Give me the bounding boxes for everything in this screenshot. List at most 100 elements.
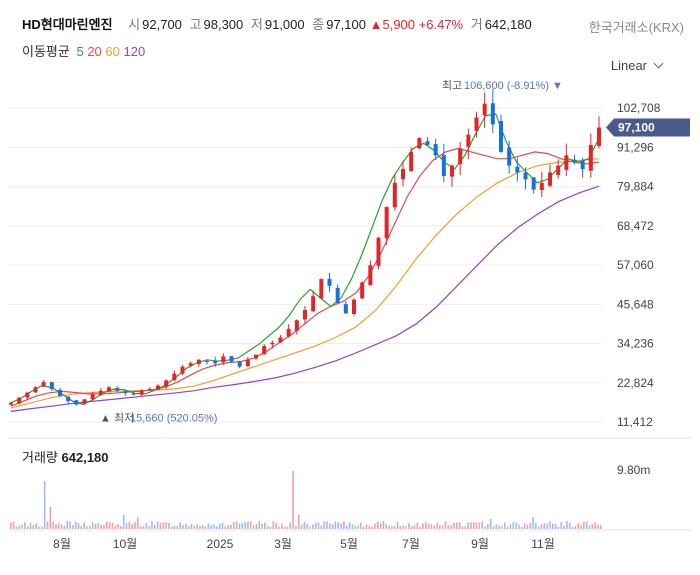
volume-bar (159, 522, 162, 529)
volume-bar (416, 522, 419, 529)
volume-bar (168, 522, 170, 529)
volume-bar (281, 523, 283, 529)
volume-bar (523, 523, 526, 529)
volume-bar (402, 525, 404, 529)
volume-bar (306, 523, 309, 529)
volume-bar (368, 526, 371, 529)
x-tick-label: 7월 (402, 537, 420, 551)
change-pct: +6.47% (418, 17, 464, 32)
volume-bar (97, 522, 100, 529)
quote-header: HD현대마린엔진 시 92,700 고 98,300 저 91,000 종 97,100… (22, 14, 532, 33)
volume-bar (588, 525, 591, 529)
candle-body (9, 402, 13, 405)
volume-bar (297, 515, 300, 529)
volume-bar (224, 526, 227, 529)
volume-bar (374, 523, 376, 529)
x-tick-label: 10월 (113, 537, 137, 551)
volume-bar (495, 524, 498, 529)
volume-bar (199, 525, 201, 529)
volume-bar (441, 525, 444, 529)
volume-bar (69, 521, 71, 529)
volume-bar (111, 522, 114, 529)
volume-bar (504, 522, 506, 529)
volume-bar (114, 525, 117, 529)
low-annotation-label: ▲ 최저 (100, 411, 134, 424)
volume-bar (328, 523, 331, 529)
volume-bar (213, 524, 215, 529)
volume-bar (408, 523, 410, 529)
volume-bar (354, 525, 357, 529)
candle-body (115, 388, 120, 391)
y-tick-label: 57,060 (617, 258, 654, 272)
candle-body (548, 172, 552, 186)
ma120-path (10, 185, 600, 412)
candle-body (205, 360, 209, 362)
scale-label: Linear (610, 58, 647, 73)
candle-body (221, 356, 226, 363)
volume-bar (57, 523, 60, 529)
candle-body (466, 134, 471, 147)
candle-body (425, 141, 430, 145)
candle-body (327, 278, 332, 286)
volume-bar (481, 521, 484, 529)
candle-body (270, 342, 275, 345)
volume-title-label: 거래량 (22, 450, 58, 465)
low-annotation-value: 15,660 (520.05%) (130, 412, 217, 424)
volume-bar (509, 524, 512, 529)
volume-bar (334, 521, 337, 529)
high-value: 98,300 (203, 17, 244, 32)
ma-legend-20[interactable]: 20 (87, 44, 102, 59)
ma-legend-120[interactable]: 120 (123, 44, 146, 59)
volume-bar (439, 525, 441, 529)
volume-bar (340, 523, 342, 529)
ma-legend-5[interactable]: 5 (76, 44, 84, 59)
volume-bar (266, 526, 269, 529)
volume-bar (526, 524, 529, 529)
change-value: 5,900 (382, 17, 416, 32)
volume-bar (176, 525, 179, 529)
volume-bar (427, 524, 430, 529)
volume-bar (529, 522, 532, 529)
volume-bar (292, 471, 294, 529)
volume-bar (74, 521, 77, 529)
volume-bar (100, 524, 102, 529)
volume-bar (365, 524, 368, 529)
volume-bar (475, 522, 478, 529)
candle-body (278, 337, 283, 343)
volume-bar (498, 525, 500, 529)
volume-bar (196, 524, 198, 529)
volume-bar (278, 526, 280, 529)
close-label: 종 (312, 17, 325, 32)
candle-body (180, 366, 185, 374)
candle-body (597, 127, 601, 146)
scale-selector[interactable]: Linear (610, 58, 664, 73)
volume-bar (489, 519, 492, 529)
volume-bar (91, 522, 94, 529)
candle-body (319, 279, 324, 299)
candle-body (539, 182, 544, 190)
ma-legend-60[interactable]: 60 (105, 44, 120, 59)
volume-bar (128, 521, 131, 529)
volume-bar (345, 525, 348, 529)
candle-body (156, 385, 160, 390)
volume-bar (122, 515, 125, 529)
candle-body (352, 299, 356, 315)
x-tick-label: 2025 (207, 537, 234, 551)
volume-bar (312, 524, 314, 529)
volume-bar (413, 525, 416, 529)
volume-bar (478, 522, 481, 529)
volume-bar (391, 526, 393, 529)
close-value: 97,100 (326, 17, 366, 32)
volume-bar (317, 522, 320, 529)
candle-body (523, 172, 528, 180)
volume-bar (80, 525, 83, 529)
volume-bar (77, 523, 80, 529)
candle-body (507, 147, 512, 166)
volume-bar (179, 522, 181, 529)
volume-bar (207, 523, 210, 529)
volume-bar (583, 521, 585, 529)
volume-bar (447, 525, 450, 529)
candle-body (417, 138, 422, 149)
